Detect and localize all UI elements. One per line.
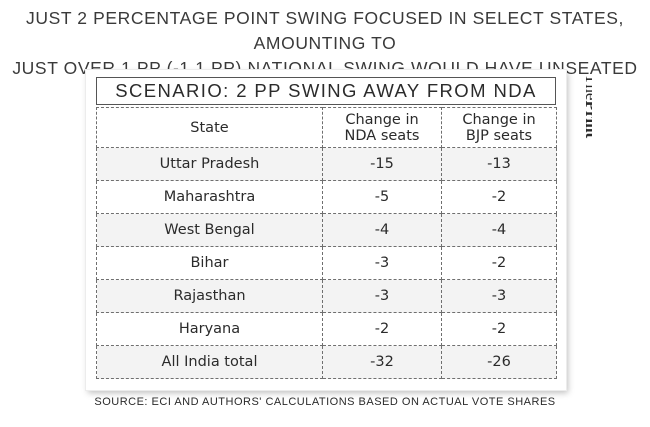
cell-bjp: -2 [441,312,557,346]
header-nda-line-1: Change in [345,111,419,128]
cell-state: Rajasthan [96,279,323,313]
cell-state: West Bengal [96,213,323,247]
svg-text:ThePrint: ThePrint [582,74,592,139]
header-nda-seats: Change in NDA seats [322,107,442,148]
cell-nda: -3 [322,279,442,313]
cell-bjp: -4 [441,213,557,247]
cell-nda: -15 [322,147,442,181]
cell-state: Uttar Pradesh [96,147,323,181]
headline-line-1: JUST 2 PERCENTAGE POINT SWING FOCUSED IN… [26,8,624,53]
header-state: State [96,107,323,148]
cell-bjp: -3 [441,279,557,313]
cell-bjp: -26 [441,345,557,379]
header-nda-line-2: NDA seats [344,127,420,144]
source-note: SOURCE: ECI AND AUTHORS' CALCULATIONS BA… [94,396,556,408]
swing-table: State Change in NDA seats Change in BJP … [96,107,557,379]
cell-bjp: -13 [441,147,557,181]
cell-state: Haryana [96,312,323,346]
theprint-logo: ThePrint [582,74,592,139]
table-row: Uttar Pradesh -15 -13 [96,147,557,181]
table-title: SCENARIO: 2 PP SWING AWAY FROM NDA [96,77,556,105]
header-row: State Change in NDA seats Change in BJP … [96,107,557,148]
cell-bjp: -2 [441,180,557,214]
cell-nda: -5 [322,180,442,214]
logo-the: The [582,74,592,100]
table-row: West Bengal -4 -4 [96,213,557,247]
cell-state: Bihar [96,246,323,280]
cell-nda: -2 [322,312,442,346]
cell-nda: -3 [322,246,442,280]
table-row: Bihar -3 -2 [96,246,557,280]
logo-print: Print [582,100,592,138]
cell-state: All India total [96,345,323,379]
cell-nda: -32 [322,345,442,379]
header-bjp-seats: Change in BJP seats [441,107,557,148]
cell-bjp: -2 [441,246,557,280]
cell-state: Maharashtra [96,180,323,214]
table-row: Rajasthan -3 -3 [96,279,557,313]
table-row: Haryana -2 -2 [96,312,557,346]
table-row: Maharashtra -5 -2 [96,180,557,214]
header-bjp-line-1: Change in [462,111,536,128]
cell-nda: -4 [322,213,442,247]
header-bjp-line-2: BJP seats [465,127,533,144]
table-row-total: All India total -32 -26 [96,345,557,379]
